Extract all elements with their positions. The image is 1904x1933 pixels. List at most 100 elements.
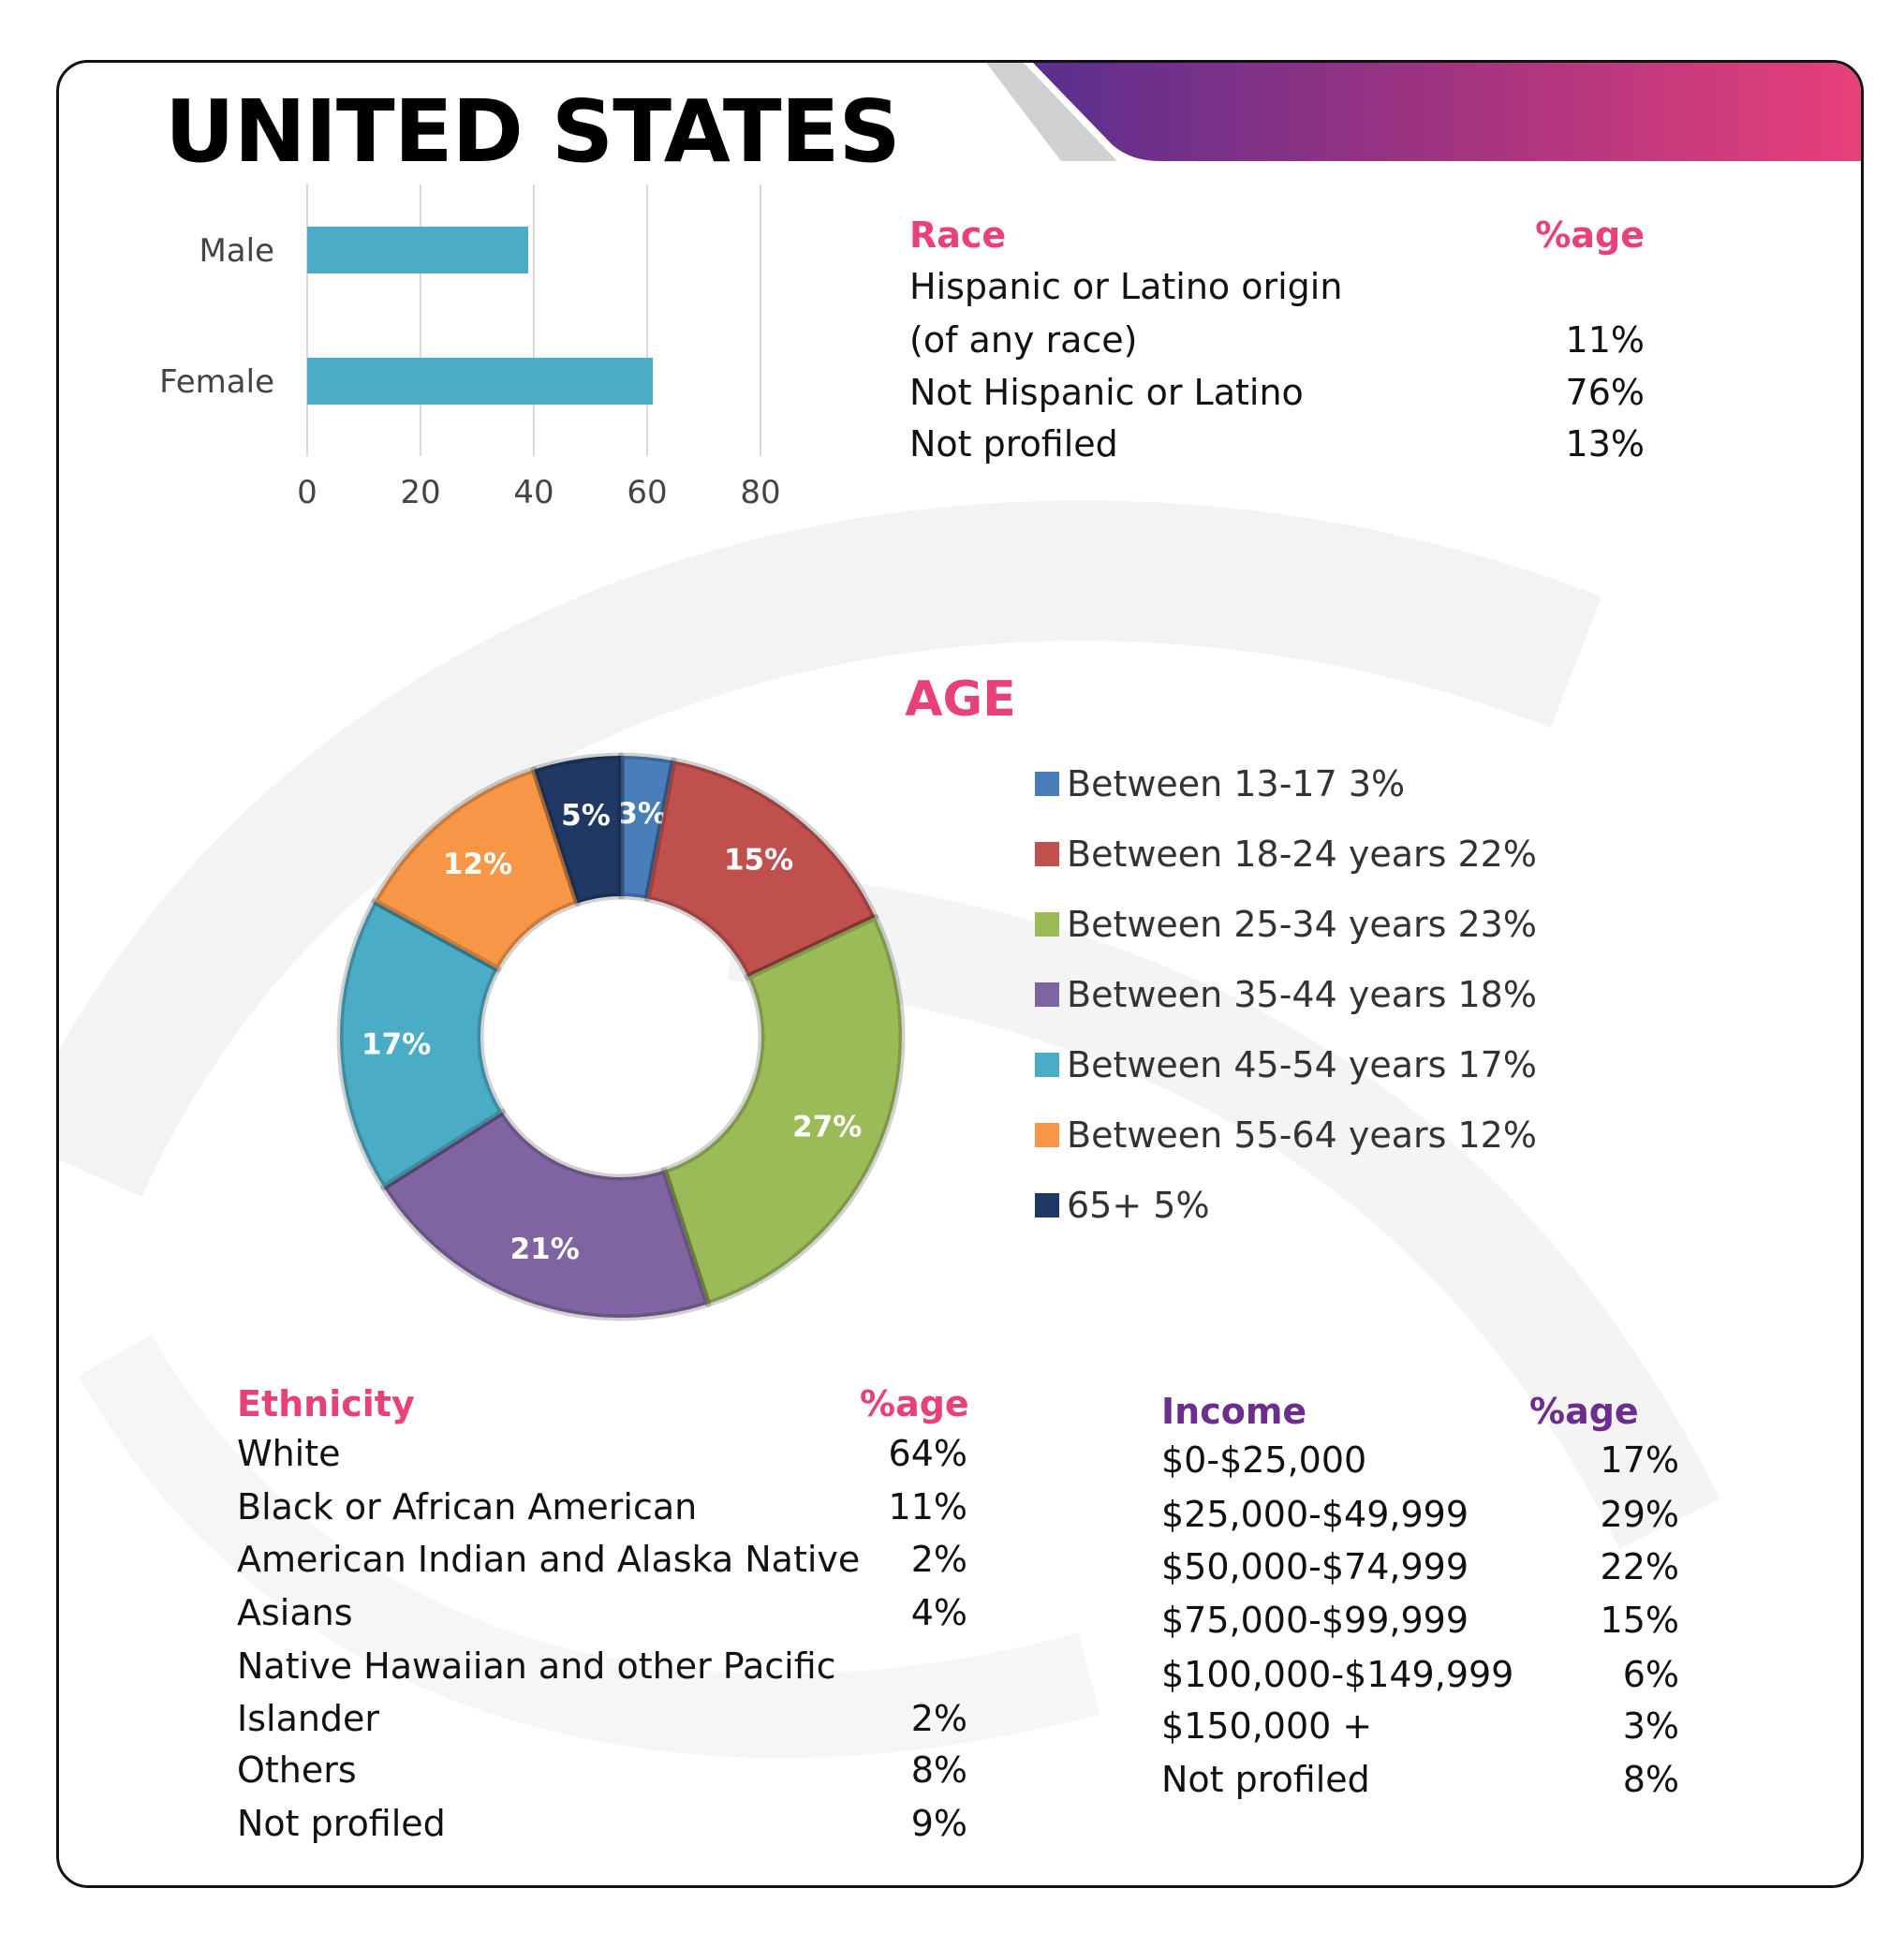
ethnicity-row-label: Native Hawaiian and other Pacific — [237, 1645, 836, 1687]
age-slice — [617, 752, 677, 903]
ethnicity-row-value: 8% — [910, 1749, 967, 1791]
legend-swatch — [1035, 772, 1059, 796]
income-row-value: 22% — [1600, 1546, 1679, 1587]
race-header-label: Race — [909, 214, 1007, 256]
ethnicity-row: American Indian and Alaska Native 2% — [237, 1539, 967, 1586]
legend-label: Between 18-24 years 22% — [1067, 834, 1537, 875]
age-donut-chart: 3% 15% 27% 21% 17% 12% 5% — [336, 752, 906, 1321]
legend-swatch — [1035, 1193, 1059, 1217]
ethnicity-row-value: 64% — [888, 1433, 967, 1474]
legend-item: Between 35-44 years 18% — [1035, 974, 1537, 1019]
income-row: $50,000-$74,999 22% — [1161, 1546, 1679, 1593]
race-row-value: 11% — [1565, 319, 1645, 361]
ethnicity-row: Islander 2% — [237, 1698, 967, 1745]
ethnicity-row-label: Not profiled — [237, 1803, 446, 1844]
ethnicity-row: Asians 4% — [237, 1592, 967, 1639]
ethnicity-row: Native Hawaiian and other Pacific — [237, 1645, 967, 1692]
income-header-label: Income — [1161, 1391, 1307, 1432]
legend-item: Between 25-34 years 23% — [1035, 904, 1537, 949]
legend-item: Between 55-64 years 12% — [1035, 1114, 1537, 1159]
x-tick-label: 40 — [513, 474, 553, 511]
infographic-card: UNITED STATES 0 20 40 60 80 Male Female Race %… — [56, 60, 1864, 1888]
slice-label: 3% — [617, 797, 667, 831]
legend-label: Between 13-17 3% — [1067, 763, 1406, 804]
slice-label: 21% — [510, 1232, 580, 1266]
x-tick-label: 20 — [400, 474, 440, 511]
race-header-value: %age — [1535, 214, 1645, 256]
legend-label: 65+ 5% — [1067, 1185, 1210, 1226]
ethnicity-row-value: 11% — [888, 1486, 967, 1527]
race-row-label: Not profiled — [909, 423, 1118, 465]
legend-label: Between 25-34 years 23% — [1067, 904, 1537, 945]
page-title: UNITED STATES — [165, 81, 901, 182]
age-slice — [371, 766, 582, 973]
income-row: Not profiled 8% — [1161, 1759, 1679, 1806]
ethnicity-row-label: Asians — [237, 1592, 353, 1633]
gender-bar-chart: 0 20 40 60 80 Male Female — [159, 184, 781, 511]
slice-label: 15% — [724, 843, 793, 877]
race-row-label: (of any race) — [909, 319, 1138, 361]
legend-label: Between 45-54 years 17% — [1067, 1044, 1537, 1085]
income-row: $150,000 + 3% — [1161, 1705, 1679, 1752]
income-row-label: $150,000 + — [1161, 1705, 1373, 1747]
slice-label: 17% — [362, 1028, 431, 1062]
age-slice — [336, 897, 506, 1191]
header-banner — [986, 63, 1861, 161]
ethnicity-row: White 64% — [237, 1433, 967, 1480]
x-tick-label: 80 — [740, 474, 780, 511]
income-row-value: 15% — [1600, 1600, 1679, 1641]
income-row-label: $50,000-$74,999 — [1161, 1546, 1469, 1587]
race-row: (of any race) 11% — [909, 319, 1645, 366]
income-row-value: 8% — [1622, 1759, 1679, 1800]
age-chart-title: AGE — [905, 671, 1016, 728]
bar-female — [307, 358, 654, 405]
ethnicity-row: Not profiled 9% — [237, 1803, 967, 1850]
income-row-value: 17% — [1600, 1439, 1679, 1481]
legend-item: Between 45-54 years 17% — [1035, 1044, 1537, 1089]
legend-item: Between 18-24 years 22% — [1035, 834, 1537, 878]
watermark-logo — [59, 500, 1720, 1759]
slice-label: 12% — [443, 848, 512, 881]
income-row: $25,000-$49,999 29% — [1161, 1494, 1679, 1541]
ethnicity-table: Ethnicity %age White 64% Black or African … — [237, 1383, 969, 1852]
age-slice — [530, 752, 625, 907]
race-row: Not profiled 13% — [909, 423, 1645, 470]
age-slice — [643, 757, 878, 981]
legend-item: Between 13-17 3% — [1035, 763, 1522, 808]
race-row: Not Hispanic or Latino 76% — [909, 372, 1645, 419]
bar-male — [307, 227, 528, 273]
ethnicity-row-label: Islander — [237, 1698, 380, 1739]
income-table: Income %age $0-$25,000 17% $25,000-$49,999… — [1161, 1391, 1679, 1800]
age-slice — [660, 913, 906, 1307]
income-header-value: %age — [1529, 1391, 1639, 1432]
legend-item: 65+ 5% — [1035, 1185, 1522, 1230]
age-slice — [380, 1108, 712, 1321]
income-row: $0-$25,000 17% — [1161, 1439, 1679, 1486]
legend-swatch — [1035, 1123, 1059, 1147]
income-row-label: Not profiled — [1161, 1759, 1370, 1800]
legend-swatch — [1035, 982, 1059, 1007]
income-row-label: $100,000-$149,999 — [1161, 1654, 1514, 1695]
race-row: Hispanic or Latino origin — [909, 266, 1645, 313]
x-tick-label: 60 — [627, 474, 667, 511]
income-row-label: $75,000-$99,999 — [1161, 1600, 1469, 1641]
slice-label: 5% — [561, 799, 611, 833]
legend-swatch — [1035, 912, 1059, 937]
income-row-label: $25,000-$49,999 — [1161, 1494, 1469, 1535]
income-row: $75,000-$99,999 15% — [1161, 1600, 1679, 1646]
race-row-value: 13% — [1565, 423, 1645, 465]
race-row-label: Not Hispanic or Latino — [909, 372, 1304, 413]
slice-label: 27% — [792, 1110, 862, 1144]
ethnicity-row-value: 2% — [910, 1698, 967, 1739]
ethnicity-row: Others 8% — [237, 1749, 967, 1796]
legend-label: Between 35-44 years 18% — [1067, 974, 1537, 1015]
race-row-value: 76% — [1565, 372, 1645, 413]
ethnicity-row-label: Others — [237, 1749, 357, 1791]
income-row: $100,000-$149,999 6% — [1161, 1654, 1679, 1701]
legend-swatch — [1035, 1053, 1059, 1077]
race-table: Race %age Hispanic or Latino origin (of a… — [909, 214, 1645, 495]
x-tick-label: 0 — [297, 474, 317, 511]
income-row-label: $0-$25,000 — [1161, 1439, 1367, 1481]
ethnicity-row-label: Black or African American — [237, 1486, 698, 1527]
ethnicity-header-label: Ethnicity — [237, 1383, 415, 1424]
